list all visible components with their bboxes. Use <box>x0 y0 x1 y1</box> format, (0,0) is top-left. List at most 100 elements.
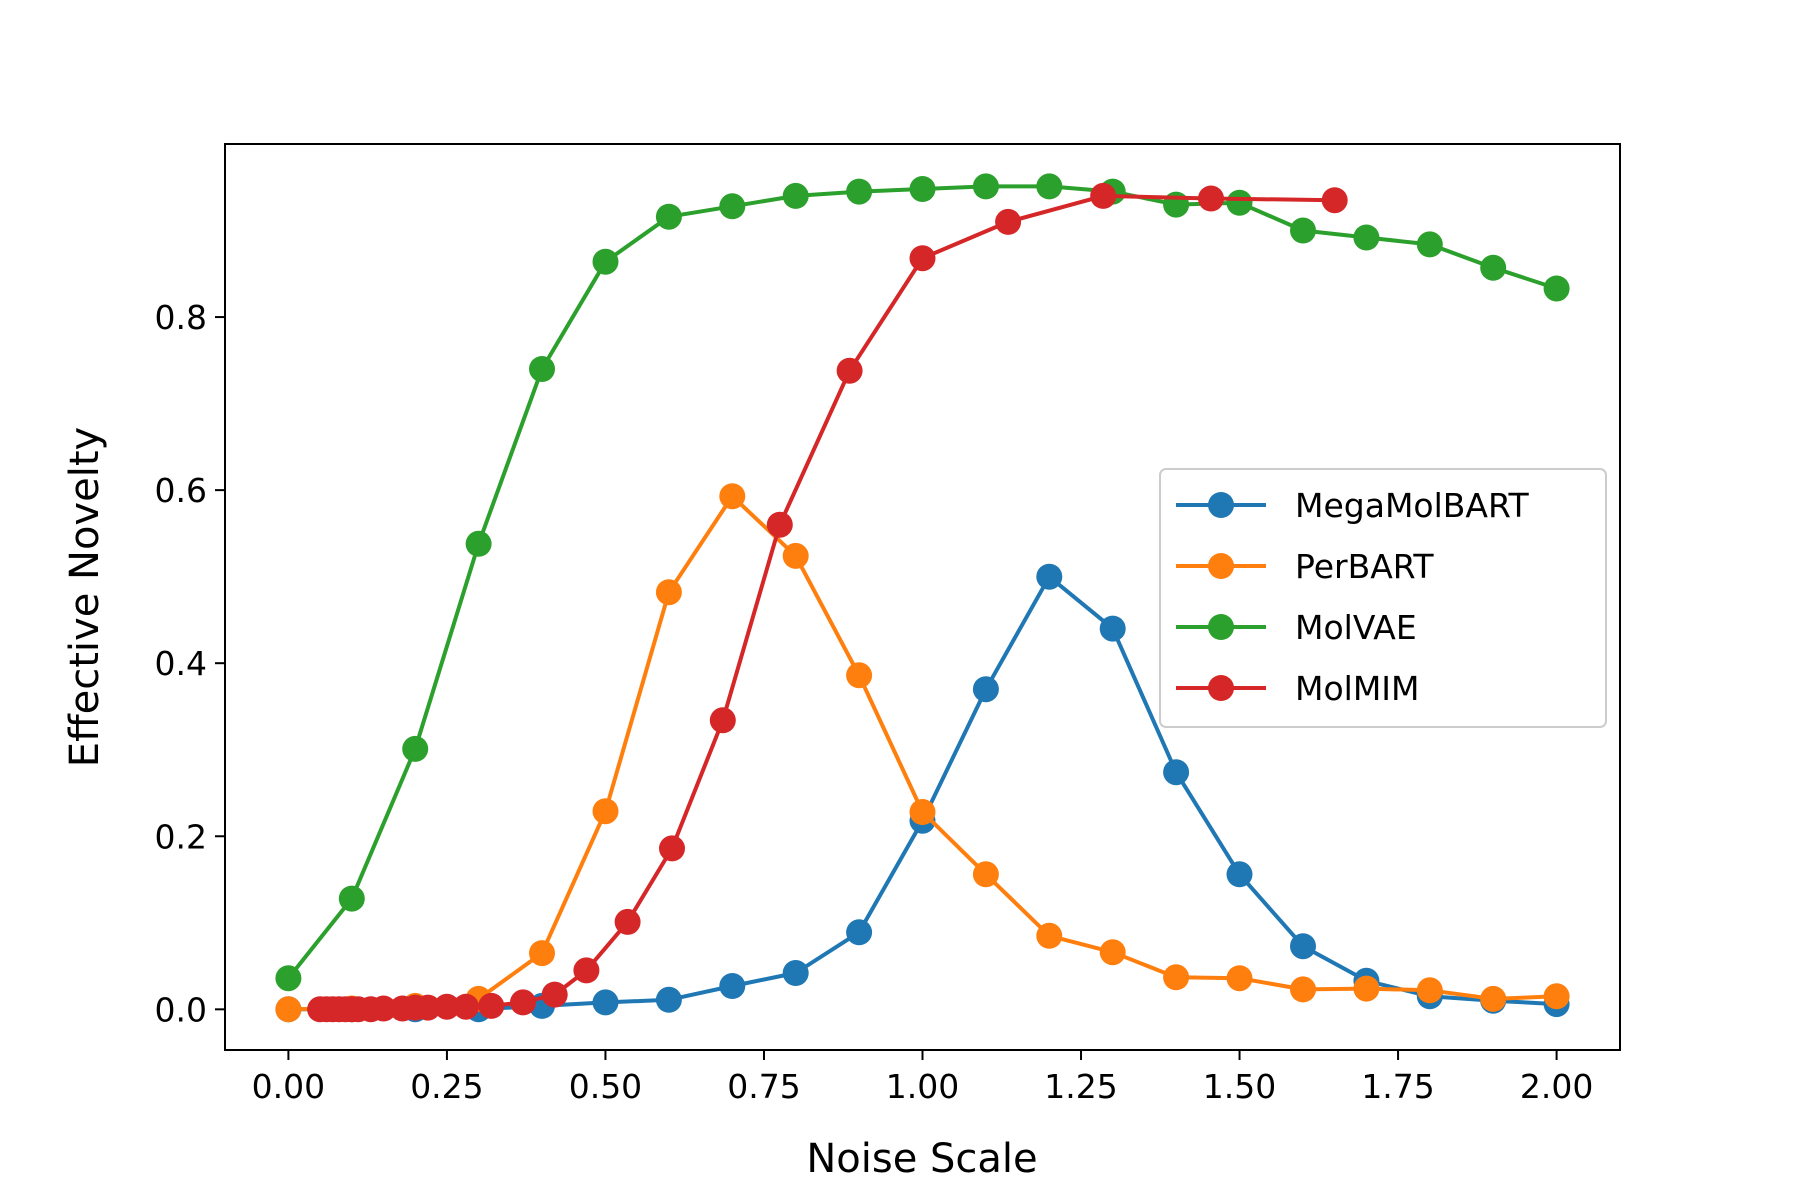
legend-label-megamolbart: MegaMolBART <box>1295 486 1530 525</box>
data-point-megamolbart <box>1163 759 1190 786</box>
legend-label-perbart: PerBART <box>1295 547 1434 586</box>
data-point-molvae <box>655 203 682 230</box>
legend-box <box>1159 468 1607 728</box>
x-tick-label: 1.00 <box>886 1067 959 1106</box>
legend-marker-megamolbart <box>1208 492 1234 518</box>
data-point-perbart <box>1543 983 1570 1010</box>
series-molvae <box>275 173 1570 992</box>
x-tick-label: 0.25 <box>410 1067 483 1106</box>
data-point-molmim <box>453 993 479 1020</box>
legend-label-molmim: MolMIM <box>1295 669 1420 708</box>
legend-entry-perbart: PerBART <box>1176 547 1434 586</box>
series-layer <box>275 173 1570 1023</box>
data-point-megamolbart <box>592 989 619 1016</box>
data-point-perbart <box>782 542 809 569</box>
data-point-molmim <box>1090 182 1117 209</box>
data-point-megamolbart <box>846 919 873 946</box>
data-point-molvae <box>529 356 555 382</box>
data-point-molvae <box>275 965 302 992</box>
y-tick-label: 0.6 <box>155 471 207 510</box>
data-point-molvae <box>592 248 619 275</box>
data-point-molvae <box>972 173 999 200</box>
data-point-molmim <box>709 707 736 734</box>
data-point-molvae <box>1543 275 1570 302</box>
legend-entry-molmim: MolMIM <box>1176 669 1420 708</box>
data-point-perbart <box>972 861 999 888</box>
y-axis-ticks: 0.0 0.2 0.4 0.6 0.8 <box>155 298 225 1029</box>
legend: MegaMolBART PerBART MolVAE MolMIM <box>1159 468 1607 728</box>
data-point-molmim <box>573 957 600 984</box>
data-point-perbart <box>655 579 682 606</box>
data-point-molvae <box>465 530 492 557</box>
data-point-molmim <box>995 208 1022 235</box>
data-point-molvae <box>846 178 873 205</box>
x-tick-label: 1.75 <box>1361 1067 1434 1106</box>
data-point-megamolbart <box>782 960 809 986</box>
x-tick-label: 0.50 <box>569 1067 642 1106</box>
data-point-megamolbart <box>1290 933 1316 960</box>
data-point-perbart <box>1226 965 1253 992</box>
data-point-molvae <box>719 193 746 220</box>
data-point-perbart <box>846 662 873 689</box>
data-point-perbart <box>909 799 936 825</box>
data-point-megamolbart <box>1036 563 1063 590</box>
legend-label-molvae: MolVAE <box>1295 608 1417 647</box>
data-point-megamolbart <box>655 986 682 1013</box>
data-point-molvae <box>1036 173 1063 200</box>
y-axis-title: Effective Novelty <box>62 427 108 767</box>
data-point-molvae <box>1353 224 1380 251</box>
data-point-molmim <box>370 995 397 1022</box>
x-axis-title: Noise Scale <box>806 1136 1037 1182</box>
data-point-molvae <box>782 182 809 209</box>
legend-marker-molvae <box>1208 614 1234 640</box>
x-tick-label: 0.75 <box>727 1067 800 1106</box>
data-point-molvae <box>1480 254 1507 281</box>
data-point-molmim <box>414 994 441 1021</box>
data-point-molmim <box>510 989 536 1016</box>
y-tick-label: 0.4 <box>155 644 207 683</box>
data-point-molmim <box>909 245 936 272</box>
x-tick-label: 1.50 <box>1203 1067 1276 1106</box>
data-point-molvae <box>338 885 365 912</box>
data-point-perbart <box>1416 977 1443 1004</box>
y-tick-label: 0.2 <box>155 817 207 856</box>
data-point-molmim <box>433 993 460 1020</box>
data-point-perbart <box>592 798 619 825</box>
data-point-megamolbart <box>1099 615 1126 642</box>
data-point-molmim <box>478 992 505 1019</box>
x-tick-label: 2.00 <box>1520 1067 1593 1106</box>
data-point-perbart <box>719 483 746 510</box>
data-point-molmim <box>766 511 793 538</box>
data-point-perbart <box>529 940 555 967</box>
x-axis-ticks: 0.00 0.25 0.50 0.75 1.00 1.25 1.50 1.75 2.00 <box>252 1050 1593 1106</box>
data-point-perbart <box>1036 922 1063 949</box>
x-tick-label: 0.00 <box>252 1067 325 1106</box>
data-point-perbart <box>1353 975 1380 1002</box>
data-point-molvae <box>909 176 936 202</box>
data-point-molmim <box>1198 185 1224 212</box>
data-point-molmim <box>836 357 863 384</box>
data-point-molmim <box>659 835 685 862</box>
data-point-molvae <box>402 735 429 762</box>
x-tick-label: 1.25 <box>1044 1067 1117 1106</box>
data-point-megamolbart <box>1226 861 1253 888</box>
legend-entry-molvae: MolVAE <box>1176 608 1417 647</box>
data-point-molmim <box>614 908 641 935</box>
data-point-perbart <box>1290 976 1316 1003</box>
data-point-megamolbart <box>719 973 746 999</box>
data-point-perbart <box>275 996 302 1023</box>
data-point-molmim <box>541 981 568 1008</box>
legend-marker-perbart <box>1208 553 1234 579</box>
data-point-perbart <box>1099 939 1126 966</box>
data-point-molmim <box>1321 187 1348 214</box>
legend-marker-molmim <box>1208 675 1234 701</box>
data-point-perbart <box>1163 964 1190 991</box>
data-point-molvae <box>1416 231 1443 258</box>
y-tick-label: 0.0 <box>155 990 207 1029</box>
data-point-megamolbart <box>972 676 999 703</box>
series-molmim <box>307 182 1348 1023</box>
legend-entry-megamolbart: MegaMolBART <box>1176 486 1530 525</box>
data-point-perbart <box>1480 985 1507 1012</box>
data-point-molvae <box>1226 189 1253 216</box>
